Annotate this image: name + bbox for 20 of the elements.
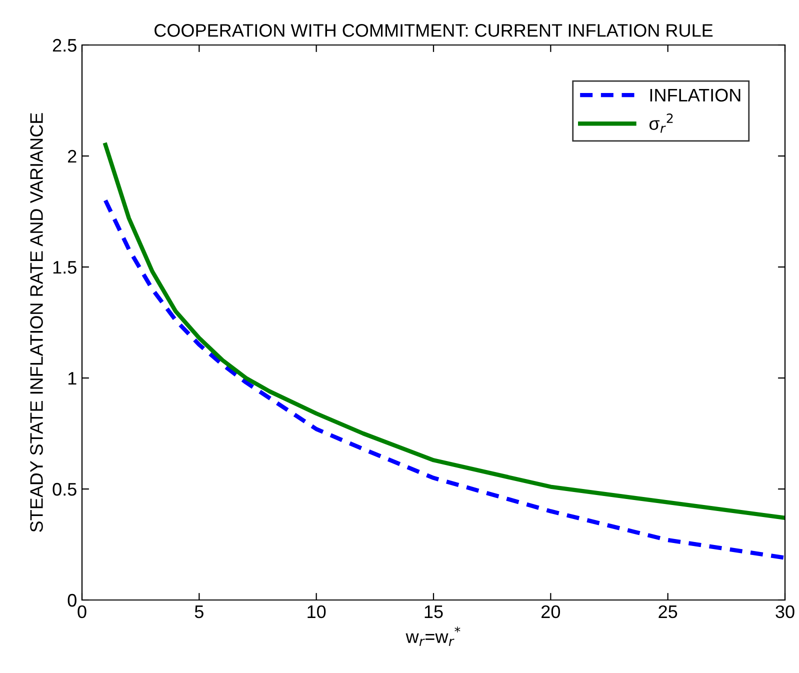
chart-title: COOPERATION WITH COMMITMENT: CURRENT INFLATION RULE bbox=[154, 24, 713, 37]
y-tick-label: 0 bbox=[68, 594, 76, 607]
line-series bbox=[103, 198, 785, 560]
x-tick-label: 20 bbox=[542, 605, 560, 618]
legend-label: σ$_{r}$$^{2}$ bbox=[649, 114, 673, 133]
legend-label: INFLATION bbox=[650, 88, 740, 102]
y-tick-label: 2 bbox=[68, 150, 76, 163]
y-axis-title: STEADY STATE INFLATION RATE AND VARIANCE bbox=[30, 113, 43, 532]
x-tick-label: 5 bbox=[194, 606, 204, 618]
y-tick-label: 0.5 bbox=[52, 482, 76, 496]
x-tick-label: 15 bbox=[424, 606, 443, 618]
x-tick-label: 10 bbox=[308, 605, 326, 618]
x-tick-label: 0 bbox=[78, 605, 86, 618]
x-tick-label: 30 bbox=[776, 605, 794, 618]
x-axis-title: w$_{r}$=w$_{r}$$^{*}$ bbox=[406, 626, 460, 646]
line-series bbox=[103, 142, 785, 520]
x-tick-label: 25 bbox=[658, 605, 678, 618]
y-tick-label: 1 bbox=[68, 372, 76, 385]
y-tick-label: 1.5 bbox=[53, 261, 76, 274]
y-tick-label: 2.5 bbox=[52, 38, 76, 52]
